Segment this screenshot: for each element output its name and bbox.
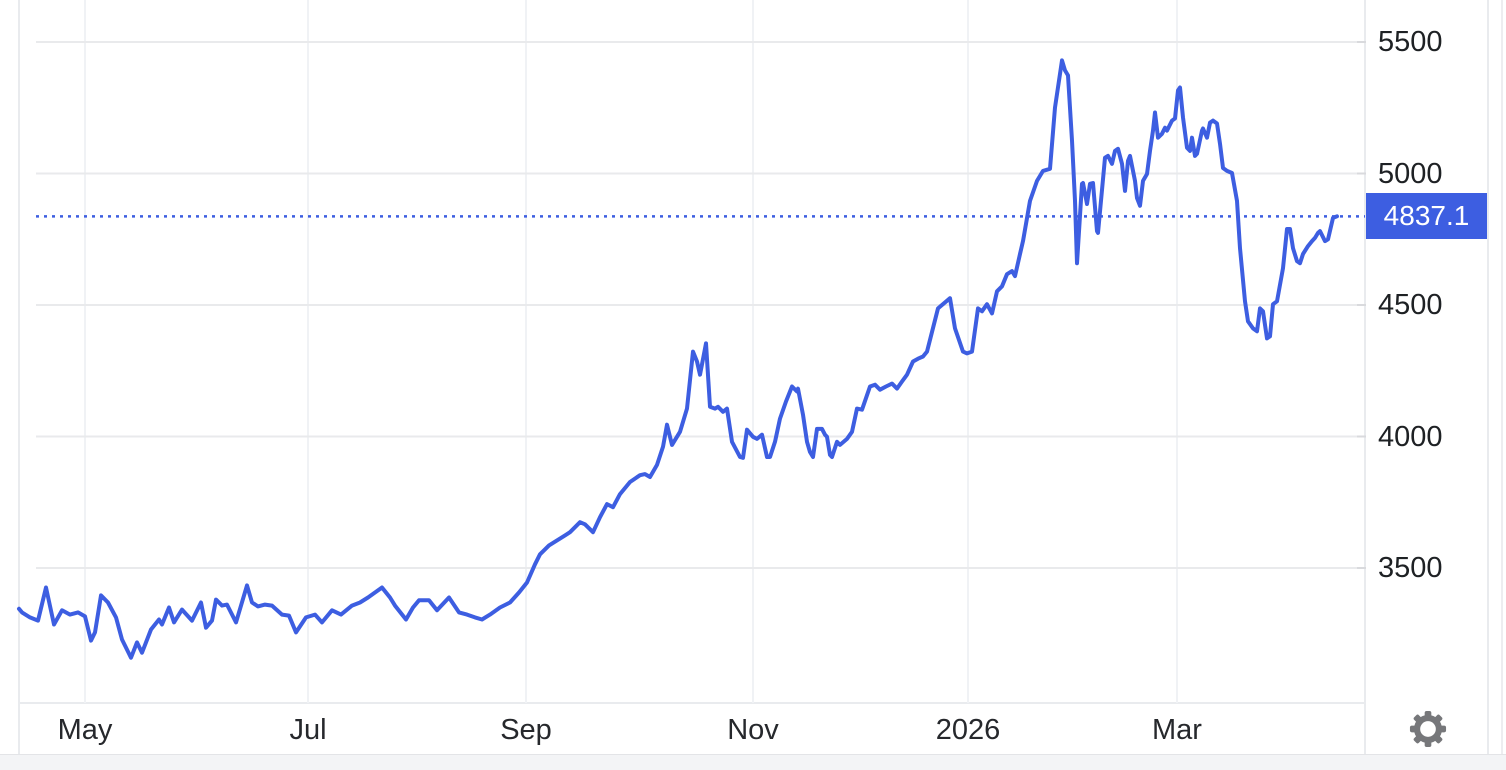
x-axis-label: Jul xyxy=(289,714,327,746)
x-axis-label: May xyxy=(57,714,113,746)
x-axis-label: Mar xyxy=(1152,714,1202,746)
y-axis-label: 5000 xyxy=(1378,157,1443,190)
plot-right-border xyxy=(1364,0,1366,754)
y-axis-label: 4500 xyxy=(1378,289,1443,321)
x-axis-label: Sep xyxy=(500,714,552,746)
x-axis-line xyxy=(19,702,1365,704)
y-axis-label: 5500 xyxy=(1378,26,1443,58)
gear-icon xyxy=(1409,710,1447,748)
bottom-strip xyxy=(0,754,1506,770)
chart-settings-button[interactable] xyxy=(1407,708,1449,750)
y-axis-label: 4000 xyxy=(1378,420,1443,453)
y-axis-label: 3500 xyxy=(1378,552,1443,584)
x-axis-label: Nov xyxy=(727,714,779,746)
plot-left-border xyxy=(18,0,20,754)
x-axis-label: 2026 xyxy=(935,714,1001,746)
axis-strip-right-border xyxy=(1487,0,1489,754)
price-line xyxy=(17,58,1339,660)
current-price-badge: 4837.1 xyxy=(1366,193,1487,240)
page-right-edge xyxy=(1501,0,1503,754)
